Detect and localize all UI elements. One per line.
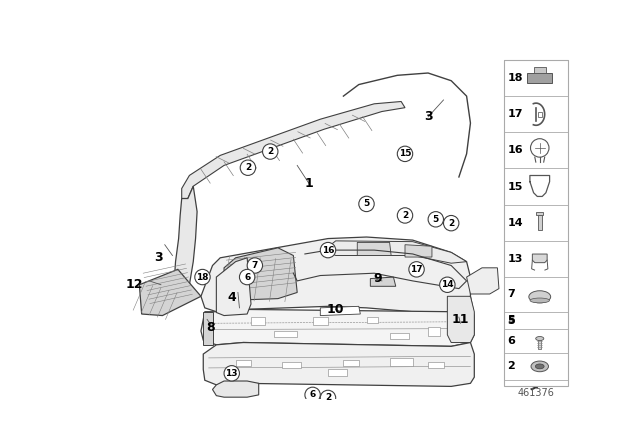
Circle shape	[224, 366, 239, 381]
Ellipse shape	[529, 291, 550, 303]
Bar	[538, 340, 541, 349]
Circle shape	[247, 258, 262, 273]
Text: 5: 5	[364, 199, 370, 208]
Polygon shape	[182, 102, 405, 198]
Bar	[527, 73, 552, 83]
Bar	[536, 212, 543, 215]
Circle shape	[262, 144, 278, 159]
Text: 13: 13	[225, 369, 238, 378]
Polygon shape	[357, 242, 391, 255]
Text: 4: 4	[227, 291, 236, 304]
Text: 5: 5	[508, 315, 515, 325]
Text: 14: 14	[441, 280, 454, 289]
Circle shape	[531, 139, 549, 157]
Circle shape	[320, 242, 336, 258]
Text: 10: 10	[327, 303, 344, 316]
Text: 17: 17	[410, 265, 423, 274]
Bar	[504, 60, 568, 386]
Text: 11: 11	[452, 313, 469, 326]
Polygon shape	[371, 277, 396, 286]
Bar	[282, 362, 301, 368]
Polygon shape	[447, 296, 474, 343]
Polygon shape	[405, 245, 432, 257]
Text: 6: 6	[508, 336, 515, 346]
Polygon shape	[532, 254, 547, 263]
Circle shape	[359, 196, 374, 211]
Polygon shape	[224, 248, 297, 300]
Polygon shape	[204, 312, 212, 345]
Bar	[538, 215, 541, 230]
Polygon shape	[467, 268, 499, 294]
Text: 8: 8	[207, 321, 215, 334]
Text: 9: 9	[374, 272, 382, 285]
Polygon shape	[201, 237, 470, 312]
Circle shape	[440, 277, 455, 293]
Bar	[390, 332, 409, 339]
Text: 3: 3	[424, 110, 433, 123]
Circle shape	[195, 269, 210, 285]
Text: 461376: 461376	[518, 388, 554, 397]
Text: 16: 16	[508, 146, 523, 155]
Polygon shape	[324, 241, 467, 263]
Text: 18: 18	[508, 73, 523, 83]
Circle shape	[397, 146, 413, 162]
Polygon shape	[320, 306, 360, 315]
Polygon shape	[201, 296, 474, 346]
Polygon shape	[140, 269, 201, 315]
Circle shape	[397, 208, 413, 223]
Text: 15: 15	[508, 181, 523, 192]
Text: 14: 14	[508, 218, 523, 228]
Text: 7: 7	[252, 261, 258, 270]
Ellipse shape	[536, 336, 544, 340]
Text: 18: 18	[196, 272, 209, 281]
Polygon shape	[204, 343, 474, 386]
Bar	[251, 317, 265, 325]
Text: 2: 2	[508, 362, 515, 371]
Circle shape	[320, 390, 336, 405]
Polygon shape	[212, 381, 259, 397]
Text: 2: 2	[448, 219, 454, 228]
Text: 6: 6	[310, 390, 316, 399]
Bar	[367, 317, 378, 323]
Text: 13: 13	[508, 254, 523, 264]
Bar	[312, 317, 328, 325]
Circle shape	[409, 262, 424, 277]
Ellipse shape	[530, 298, 550, 303]
Text: 2: 2	[325, 393, 331, 402]
Bar	[538, 112, 541, 116]
Bar	[274, 331, 297, 337]
Bar	[390, 358, 413, 366]
Text: 17: 17	[508, 109, 523, 119]
Bar	[428, 327, 440, 336]
Text: 2: 2	[402, 211, 408, 220]
Circle shape	[239, 269, 255, 285]
Circle shape	[444, 215, 459, 231]
Text: 15: 15	[399, 149, 412, 158]
Circle shape	[428, 211, 444, 227]
Ellipse shape	[536, 364, 544, 369]
Circle shape	[240, 160, 255, 176]
Text: 7: 7	[508, 289, 515, 299]
Text: 1: 1	[305, 177, 313, 190]
Bar	[534, 67, 546, 73]
Text: 3: 3	[154, 251, 163, 264]
Text: 6: 6	[244, 272, 250, 281]
Circle shape	[305, 387, 320, 403]
Text: 16: 16	[322, 246, 334, 254]
Text: 2: 2	[267, 147, 273, 156]
Text: 12: 12	[125, 278, 143, 291]
Bar	[328, 370, 348, 375]
Text: 5: 5	[508, 315, 515, 326]
Bar	[344, 360, 359, 366]
Text: 5: 5	[433, 215, 439, 224]
Text: 2: 2	[244, 163, 251, 172]
Bar	[236, 360, 251, 366]
Bar	[428, 362, 444, 368]
Polygon shape	[174, 186, 197, 299]
Polygon shape	[216, 258, 251, 315]
Ellipse shape	[531, 361, 548, 372]
